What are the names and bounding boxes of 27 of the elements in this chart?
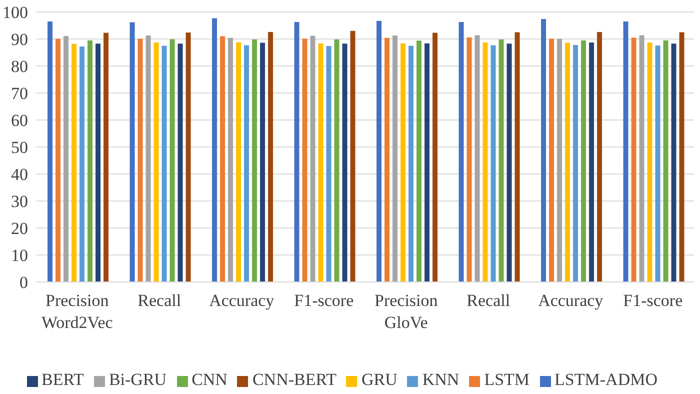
y-tick-label: 0 (20, 273, 28, 292)
legend-label: GRU (361, 370, 398, 389)
y-tick-label: 50 (11, 138, 28, 158)
y-tick-label: 30 (11, 192, 28, 212)
y-tick-label: 40 (11, 165, 28, 184)
x-tick-label: Precision Word2Vec (41, 291, 114, 332)
x-tick-label: Recall (138, 291, 182, 310)
y-tick-label: 10 (11, 246, 28, 266)
legend-label: BERT (42, 370, 84, 389)
y-tick-label: 70 (11, 84, 28, 104)
legend-label: CNN (192, 370, 228, 389)
x-tick-label: Precision GloVe (374, 291, 438, 332)
x-tick-label: Accuracy (538, 291, 604, 310)
x-tick-label: F1-score (623, 291, 683, 310)
legend-label: Bi-GRU (108, 370, 167, 389)
legend-label: LSTM-ADMO (554, 370, 658, 389)
y-tick-label: 20 (11, 219, 28, 238)
y-tick-label: 90 (11, 30, 28, 50)
legend-label: KNN (422, 370, 460, 389)
y-tick-label: 80 (11, 57, 28, 76)
y-tick-label: 100 (2, 3, 28, 22)
x-tick-label: Accuracy (209, 291, 275, 310)
x-tick-label: F1-score (294, 291, 354, 310)
x-tick-label: Recall (466, 291, 510, 310)
legend-label: LSTM (484, 370, 530, 389)
legend-label: CNN-BERT (252, 370, 336, 389)
y-tick-label: 60 (11, 111, 28, 130)
